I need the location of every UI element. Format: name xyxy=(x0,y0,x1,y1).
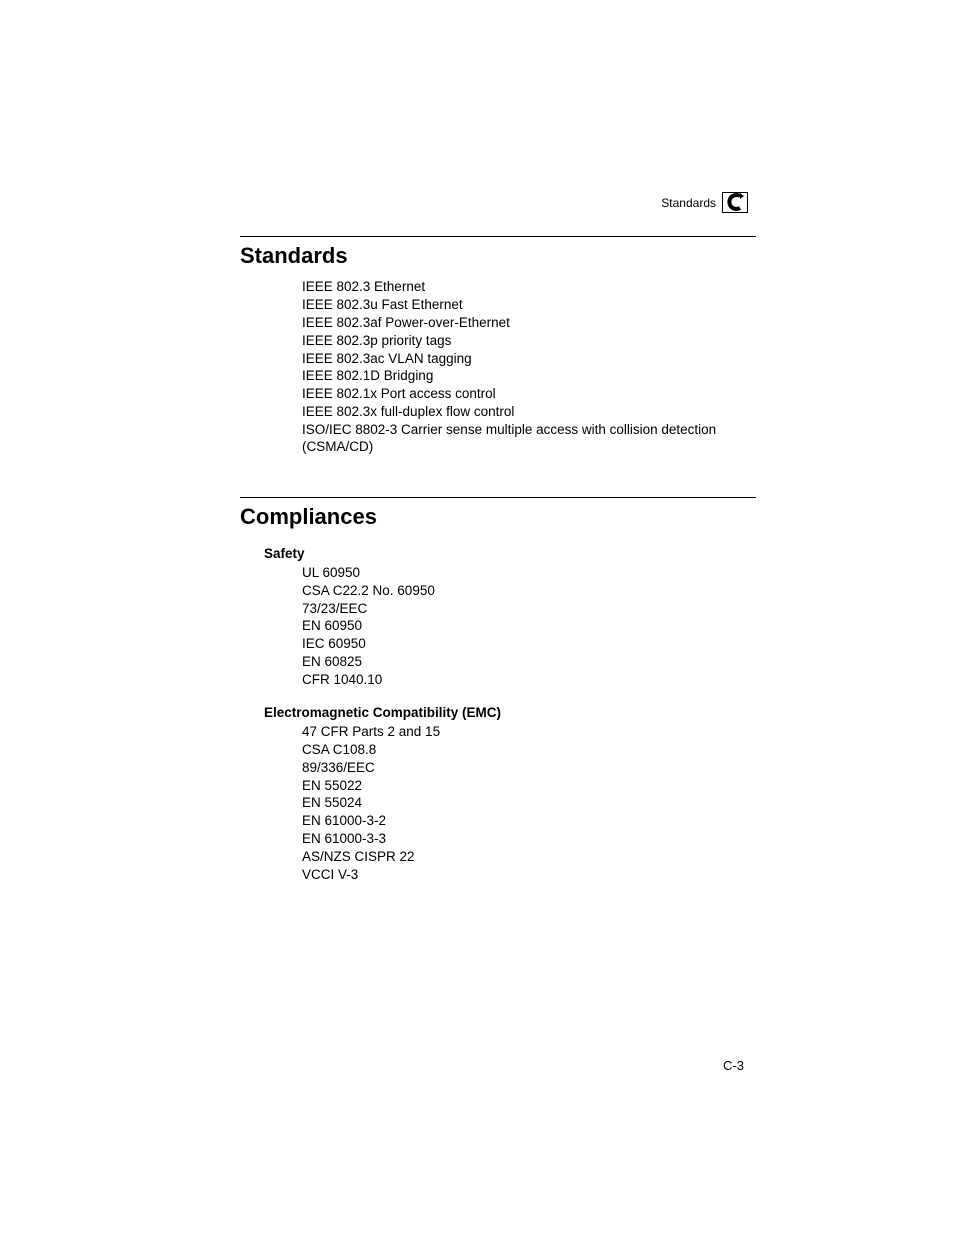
list-item: UL 60950 xyxy=(302,565,756,582)
list-item: CSA C108.8 xyxy=(302,742,756,759)
list-item: IEC 60950 xyxy=(302,636,756,653)
list-item: IEEE 802.3x full-duplex flow control xyxy=(302,404,756,421)
list-item: IEEE 802.3af Power-over-Ethernet xyxy=(302,315,756,332)
list-item: AS/NZS CISPR 22 xyxy=(302,849,756,866)
list-item: 73/23/EEC xyxy=(302,601,756,618)
list-item: ISO/IEC 8802-3 Carrier sense multiple ac… xyxy=(302,422,756,456)
standards-list: IEEE 802.3 Ethernet IEEE 802.3u Fast Eth… xyxy=(302,279,756,456)
list-item: EN 61000-3-3 xyxy=(302,831,756,848)
running-header-text: Standards xyxy=(661,196,716,210)
appendix-c-icon xyxy=(725,193,745,211)
list-item: IEEE 802.3u Fast Ethernet xyxy=(302,297,756,314)
main-content: Standards IEEE 802.3 Ethernet IEEE 802.3… xyxy=(240,236,756,885)
list-item: IEEE 802.3p priority tags xyxy=(302,333,756,350)
compliances-heading: Compliances xyxy=(240,504,756,530)
list-item: EN 60825 xyxy=(302,654,756,671)
list-item: CFR 1040.10 xyxy=(302,672,756,689)
list-item: IEEE 802.3 Ethernet xyxy=(302,279,756,296)
page: Standards Standards IEEE 802.3 Ethernet … xyxy=(0,0,954,1235)
list-item: EN 61000-3-2 xyxy=(302,813,756,830)
emc-list: 47 CFR Parts 2 and 15 CSA C108.8 89/336/… xyxy=(302,724,756,884)
list-item: EN 55024 xyxy=(302,795,756,812)
list-item: CSA C22.2 No. 60950 xyxy=(302,583,756,600)
safety-subheading: Safety xyxy=(264,546,756,561)
running-header: Standards xyxy=(661,192,748,213)
emc-subheading: Electromagnetic Compatibility (EMC) xyxy=(264,705,756,720)
list-item: IEEE 802.1D Bridging xyxy=(302,368,756,385)
standards-heading: Standards xyxy=(240,243,756,269)
list-item: EN 55022 xyxy=(302,778,756,795)
page-number: C-3 xyxy=(723,1058,744,1073)
list-item: 47 CFR Parts 2 and 15 xyxy=(302,724,756,741)
section-rule xyxy=(240,497,756,498)
list-item: IEEE 802.3ac VLAN tagging xyxy=(302,351,756,368)
appendix-letter-box xyxy=(722,192,748,213)
list-item: 89/336/EEC xyxy=(302,760,756,777)
list-item: IEEE 802.1x Port access control xyxy=(302,386,756,403)
section-rule xyxy=(240,236,756,237)
safety-list: UL 60950 CSA C22.2 No. 60950 73/23/EEC E… xyxy=(302,565,756,689)
list-item: EN 60950 xyxy=(302,618,756,635)
list-item: VCCI V-3 xyxy=(302,867,756,884)
